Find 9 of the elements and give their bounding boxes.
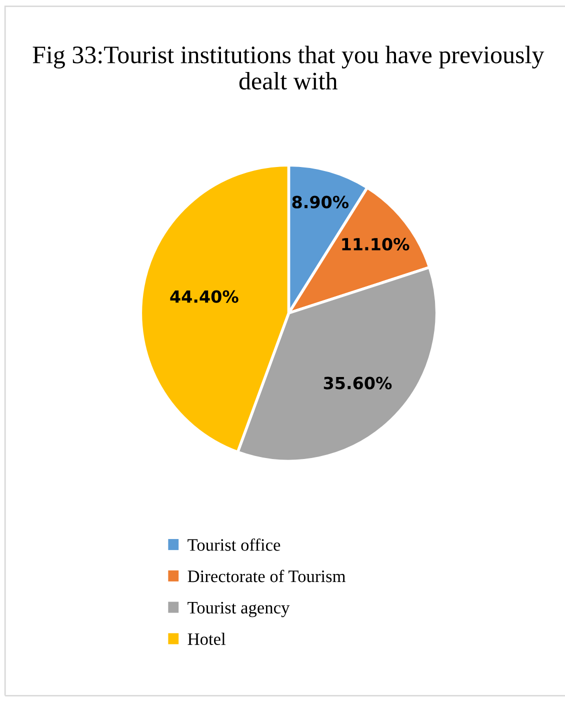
- data-label: 44.40%: [170, 290, 238, 303]
- data-label: 11.10%: [342, 238, 410, 251]
- legend-label: Hotel: [188, 632, 226, 645]
- legend-label: Tourist agency: [188, 602, 290, 618]
- legend-label: Tourist office: [188, 538, 280, 551]
- legend-label: Directorate of Tourism: [188, 570, 346, 582]
- data-label: 35.60%: [324, 376, 392, 390]
- data-label: 8.90%: [292, 196, 349, 208]
- chart-title: Fig 33:Tourist institutions that you have previously dealt with: [32, 46, 544, 90]
